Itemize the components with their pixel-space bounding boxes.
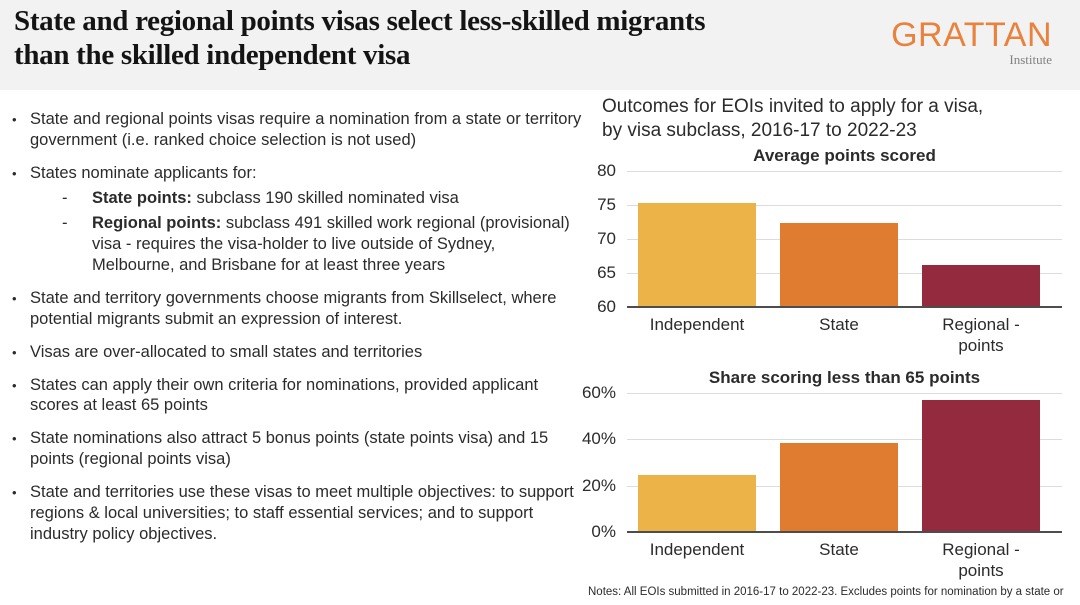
bar-independent [638, 475, 756, 532]
sub-bullet-text: Regional points: subclass 491 skilled wo… [92, 213, 582, 276]
y-axis: 60 65 70 75 80 [580, 161, 621, 316]
x-axis-category-label: State [819, 315, 859, 334]
sub-bullet-marker: - [62, 213, 68, 232]
grattan-logo: GRATTAN Institute [891, 18, 1052, 66]
y-axis-tick-label: 65 [597, 263, 616, 282]
y-axis-tick-label: 60% [581, 383, 616, 402]
grattan-wordmark: GRATTAN [891, 16, 1052, 54]
bullet-item: • State nominations also attract 5 bonus… [12, 428, 582, 470]
bullet-marker: • [12, 165, 17, 181]
bullet-item: • States can apply their own criteria fo… [12, 375, 582, 417]
gridline [627, 439, 1062, 441]
bar-group [627, 202, 1062, 307]
bar-state [780, 223, 898, 307]
plot-area-wrapper: 0% 20% 40% 60% [582, 383, 1062, 541]
sub-bullet-lead: Regional points: [92, 213, 222, 232]
gridline [627, 205, 1062, 206]
grattan-institute-label: Institute [1009, 52, 1052, 67]
chart-group-title: Outcomes for EOIs invited to apply for a… [602, 96, 984, 141]
sub-bullet-item: - State points: subclass 190 skilled nom… [62, 188, 582, 209]
bullet-text: State and territories use these visas to… [30, 483, 574, 544]
bar-regional-points [922, 399, 1040, 532]
x-axis-baseline [627, 531, 1062, 533]
bullet-marker: • [12, 377, 17, 393]
sub-bullet-item: - Regional points: subclass 491 skilled … [62, 213, 582, 276]
y-axis-tick-label: 80 [597, 161, 616, 180]
chart-average-points-scored: Average points scored 60 65 70 75 80 Indepen… [580, 146, 1080, 357]
y-axis-tick-label: 70 [597, 229, 616, 248]
bar-regional-points [922, 264, 1040, 307]
bullet-text: States nominate applicants for: [30, 163, 257, 182]
bar-state [780, 442, 898, 532]
x-axis: Independent State Regional - points [627, 539, 1062, 582]
plot-area-wrapper: 60 65 70 75 80 [597, 161, 1062, 316]
bullet-text: State and regional points visas require … [30, 110, 582, 149]
bullet-marker: • [12, 344, 17, 360]
x-axis: Independent State Regional - points [627, 314, 1062, 357]
sub-bullet-marker: - [62, 188, 68, 207]
x-axis-category-label: Independent [649, 540, 745, 559]
bullet-item: • Visas are over-allocated to small stat… [12, 342, 582, 363]
chart-title: Average points scored [753, 146, 936, 165]
slide-title: State and regional points visas select l… [14, 5, 706, 71]
plot-area: 60 65 70 75 80 [597, 161, 1062, 316]
bullet-text: State nominations also attract 5 bonus p… [30, 429, 549, 469]
y-axis-tick-label: 20% [581, 475, 616, 495]
y-axis-tick-label: 75 [597, 195, 616, 214]
bullet-text: State and territory governments choose m… [30, 288, 557, 328]
bullet-item: • States nominate applicants for: - Stat… [12, 163, 582, 276]
x-axis-category-label: Regional - points [942, 315, 1020, 356]
slide-header: State and regional points visas select l… [0, 0, 1080, 90]
x-axis-category-label: State [819, 540, 859, 559]
plot-area: 0% 20% 40% 60% [582, 383, 1062, 541]
sub-bullet-body: subclass 190 skilled nominated visa [191, 188, 459, 207]
bullet-list: • State and regional points visas requir… [12, 109, 582, 545]
x-axis-category-label: Regional - points [942, 540, 1020, 581]
bar-independent [638, 202, 756, 307]
bullet-text: Visas are over-allocated to small states… [30, 342, 423, 361]
x-axis-baseline [627, 306, 1062, 308]
y-axis-tick-label: 0% [591, 522, 616, 541]
bullet-text: States can apply their own criteria for … [30, 375, 539, 415]
bullet-marker: • [12, 290, 17, 306]
chart-notes: Notes: All EOIs submitted in 2016-17 to … [588, 586, 1064, 598]
y-axis: 0% 20% 40% 60% [580, 383, 621, 541]
y-axis-tick-label: 40% [581, 429, 616, 449]
bullet-item: • State and territory governments choose… [12, 288, 582, 330]
y-axis-tick-label: 60 [597, 297, 616, 316]
bar-group [627, 399, 1062, 532]
bullet-marker: • [12, 431, 17, 447]
bullet-item: • State and territories use these visas … [12, 482, 582, 545]
bullet-column: • State and regional points visas requir… [0, 90, 582, 557]
sub-bullet-lead: State points: [92, 188, 192, 207]
chart-share-scoring-less-than-65: Share scoring less than 65 points 0% 20% 4… [580, 368, 1080, 582]
sub-bullet-body: subclass 491 skilled work regional (prov… [92, 213, 570, 274]
gridline [627, 393, 1062, 394]
chart-column: Outcomes for EOIs invited to apply for a… [580, 90, 1080, 605]
sub-bullet-text: State points: subclass 190 skilled nomin… [92, 188, 459, 209]
bullet-item: • State and regional points visas requir… [12, 109, 582, 151]
chart-title: Share scoring less than 65 points [708, 368, 981, 387]
bullet-marker: • [12, 485, 17, 501]
x-axis-category-label: Independent [649, 315, 745, 334]
bullet-text-group: States nominate applicants for: - State … [30, 163, 582, 276]
bullet-marker: • [12, 112, 17, 127]
gridline [627, 171, 1062, 172]
